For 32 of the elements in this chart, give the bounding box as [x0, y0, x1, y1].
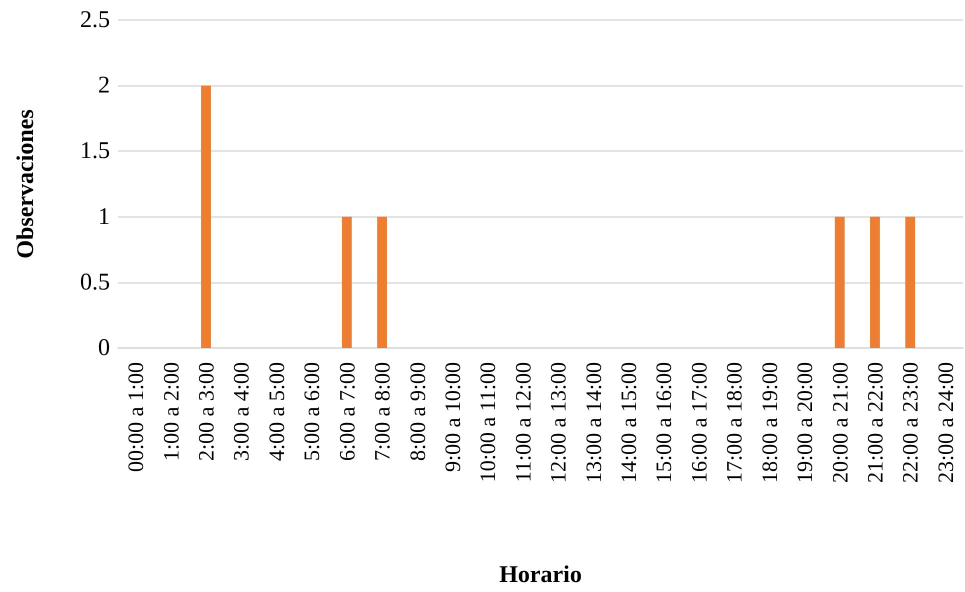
x-tick-label: 18:00 a 19:00 [756, 362, 782, 483]
x-tick-label: 8:00 a 9:00 [404, 362, 430, 461]
x-tick-label: 11:00 a 12:00 [510, 362, 536, 482]
x-tick-label: 15:00 a 16:00 [651, 362, 676, 483]
x-tick-label: 3:00 a 4:00 [228, 362, 254, 461]
x-tick-label: 00:00 a 1:00 [123, 362, 148, 472]
x-tick-label: 7:00 a 8:00 [370, 362, 395, 461]
x-tick-label: 10:00 a 11:00 [475, 362, 500, 482]
x-tick-label: 20:00 a 21:00 [827, 362, 852, 483]
y-tick-label: 2 [98, 72, 110, 99]
x-tick-label: 1:00 a 2:00 [158, 362, 184, 461]
x-tick-label: 17:00 a 18:00 [722, 362, 747, 483]
x-tick-label: 9:00 a 10:00 [440, 362, 465, 472]
y-tick-label: 0 [98, 335, 110, 361]
x-tick-label: 13:00 a 14:00 [580, 362, 606, 483]
y-tick-label: 2.5 [80, 7, 110, 33]
x-tick-label: 14:00 a 15:00 [616, 362, 642, 483]
y-tick-label: 1.5 [80, 138, 110, 164]
x-tick-label: 6:00 a 7:00 [334, 362, 360, 461]
y-tick-label: 0.5 [80, 269, 110, 296]
x-tick-label: 19:00 a 20:00 [792, 362, 818, 483]
y-tick-label: 1 [98, 204, 110, 230]
y-axis-title: Observaciones [13, 109, 39, 259]
x-axis-title: Horario [499, 562, 582, 588]
x-tick-label: 5:00 a 6:00 [299, 362, 324, 461]
x-tick-label: 23:00 a 24:00 [932, 362, 958, 483]
x-tick-label: 12:00 a 13:00 [546, 362, 571, 483]
x-tick-label: 16:00 a 17:00 [686, 362, 712, 483]
x-tick-label: 22:00 a 23:00 [898, 362, 923, 483]
x-tick-label: 2:00 a 3:00 [194, 362, 219, 461]
x-tick-label: 4:00 a 5:00 [264, 362, 289, 461]
x-tick-label: 21:00 a 22:00 [862, 362, 888, 483]
